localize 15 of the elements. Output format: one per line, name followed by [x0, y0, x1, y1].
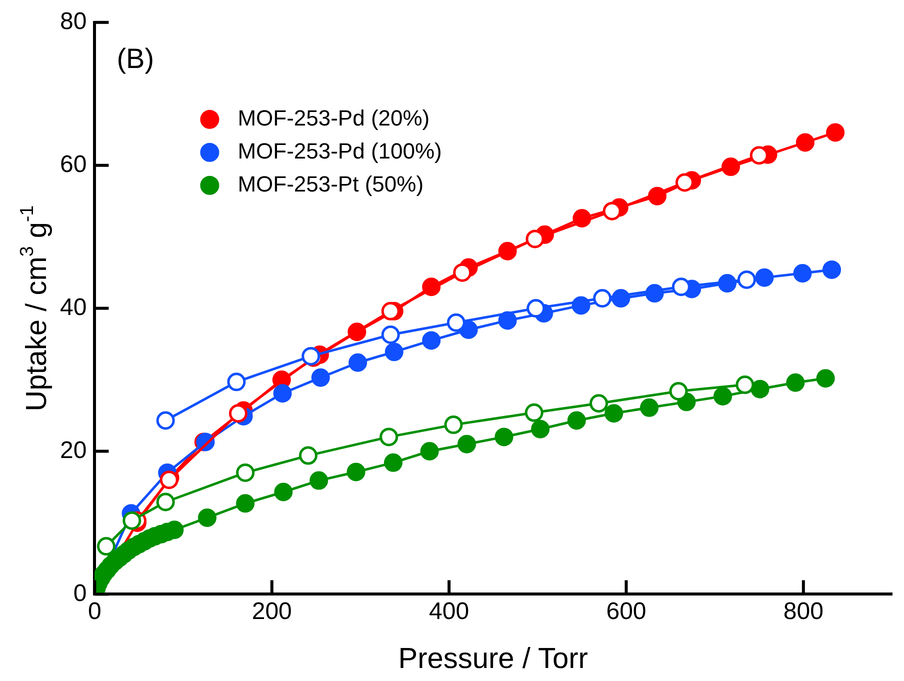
y-tick-label: 0: [73, 580, 87, 607]
x-axis-title: Pressure / Torr: [398, 643, 588, 675]
x-tick-label: 800: [783, 598, 824, 626]
y-tick-label: 20: [60, 436, 87, 464]
x-tick-label: 600: [606, 598, 646, 626]
y-tick-label: 40: [60, 294, 87, 321]
legend-label: MOF-253-Pd (20%): [238, 105, 430, 130]
y-tick-label: 80: [60, 8, 87, 36]
x-tick-label: 400: [429, 598, 470, 626]
x-tick-label: 200: [252, 598, 292, 626]
legend-label: MOF-253-Pt (50%): [238, 171, 424, 196]
annotation: (B): [116, 43, 154, 74]
legend-label: MOF-253-Pd (100%): [238, 138, 442, 164]
y-tick-label: 60: [60, 150, 87, 178]
y-axis-title: Uptake / cm3 g-1: [16, 205, 53, 412]
